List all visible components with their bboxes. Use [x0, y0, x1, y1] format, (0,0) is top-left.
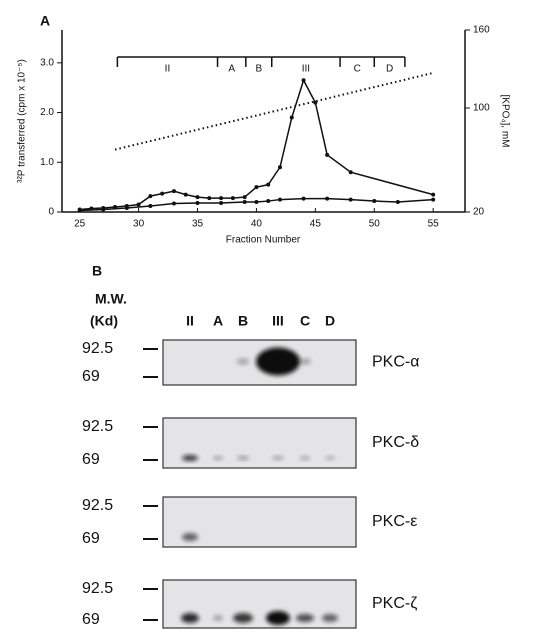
x-tick-label: 50	[369, 219, 381, 230]
data-point	[242, 200, 247, 205]
data-point	[230, 196, 235, 201]
data-point	[289, 115, 294, 120]
data-point	[266, 199, 271, 204]
blot-name: PKC-ε	[372, 513, 417, 530]
data-point	[207, 196, 212, 201]
data-point	[219, 196, 224, 201]
data-point	[313, 100, 318, 105]
data-point	[301, 196, 306, 201]
marker-label: 92.5	[82, 340, 113, 357]
x-tick-label: 55	[428, 219, 440, 230]
band	[213, 615, 223, 621]
x-axis-label: Fraction Number	[226, 235, 301, 246]
mw-header: (Kd)	[90, 313, 118, 329]
band	[237, 358, 249, 365]
band	[296, 614, 314, 622]
band	[300, 456, 310, 460]
y-tick-label: 0	[48, 207, 54, 218]
pool-label: A	[228, 64, 235, 75]
band	[181, 613, 199, 623]
data-point	[219, 201, 224, 206]
marker-label: 92.5	[82, 418, 113, 435]
x-tick-label: 25	[74, 219, 86, 230]
band	[325, 456, 335, 460]
lane-label: D	[325, 313, 335, 329]
lane-label: A	[213, 313, 223, 329]
data-point	[325, 152, 330, 157]
data-point	[148, 204, 153, 209]
data-point	[266, 182, 271, 187]
data-point	[195, 195, 200, 200]
gradient-line	[114, 71, 434, 151]
panel-label: B	[92, 263, 102, 279]
data-point	[148, 194, 153, 199]
band	[182, 455, 198, 461]
data-point	[101, 207, 106, 212]
marker-label: 69	[82, 451, 100, 468]
blot-name: PKC-α	[372, 354, 419, 371]
band	[256, 347, 300, 376]
blot-name: PKC-δ	[372, 434, 419, 451]
x-tick-label: 40	[251, 219, 263, 230]
pool-label: II	[165, 64, 171, 75]
band	[299, 358, 311, 365]
x-tick-label: 45	[310, 219, 322, 230]
data-point	[124, 206, 129, 211]
data-point	[171, 189, 176, 194]
marker-label: 92.5	[82, 497, 113, 514]
data-point	[136, 202, 141, 207]
data-point	[395, 200, 400, 205]
marker-label: 92.5	[82, 580, 113, 597]
data-point	[242, 195, 247, 200]
band	[272, 456, 284, 460]
pool-label: III	[302, 64, 310, 75]
data-point	[431, 197, 436, 202]
y2-axis-label: [KPO₄], mM	[499, 95, 510, 148]
pool-label: B	[255, 64, 262, 75]
data-point	[325, 196, 330, 201]
data-point	[372, 199, 377, 204]
panel-label: A	[40, 13, 50, 29]
data-point	[254, 185, 259, 190]
y-tick-label: 2.0	[40, 107, 54, 118]
y2-tick-label: 20	[473, 207, 485, 218]
band	[213, 456, 223, 460]
data-point	[254, 200, 259, 205]
data-point	[195, 201, 200, 206]
data-point	[183, 192, 188, 197]
data-point	[277, 165, 282, 170]
data-point	[171, 201, 176, 206]
band	[322, 614, 338, 622]
y-axis-label: ³²P transferred (cpm x 10⁻⁵)	[17, 59, 28, 183]
x-tick-label: 35	[192, 219, 204, 230]
band	[237, 456, 249, 460]
band	[233, 613, 253, 623]
y-tick-label: 3.0	[40, 57, 54, 68]
y-tick-label: 1.0	[40, 157, 54, 168]
data-point	[431, 192, 436, 197]
lane-label: B	[238, 313, 248, 329]
data-point	[348, 197, 353, 202]
y2-tick-label: 160	[473, 25, 490, 36]
data-point	[77, 208, 82, 213]
data-point	[301, 78, 306, 83]
blot-name: PKC-ζ	[372, 595, 417, 612]
marker-label: 69	[82, 368, 100, 385]
band	[182, 533, 198, 541]
data-point	[160, 191, 165, 196]
mw-header: M.W.	[95, 291, 127, 307]
y2-tick-label: 100	[473, 103, 490, 114]
data-point	[348, 170, 353, 175]
lane-label: C	[300, 313, 310, 329]
band	[266, 611, 290, 625]
pool-label: D	[386, 64, 393, 75]
lane-label: II	[186, 313, 194, 329]
marker-label: 69	[82, 611, 100, 628]
data-point	[277, 197, 282, 202]
marker-label: 69	[82, 530, 100, 547]
lane-label: III	[272, 313, 284, 329]
x-tick-label: 30	[133, 219, 145, 230]
pool-label: C	[354, 64, 361, 75]
